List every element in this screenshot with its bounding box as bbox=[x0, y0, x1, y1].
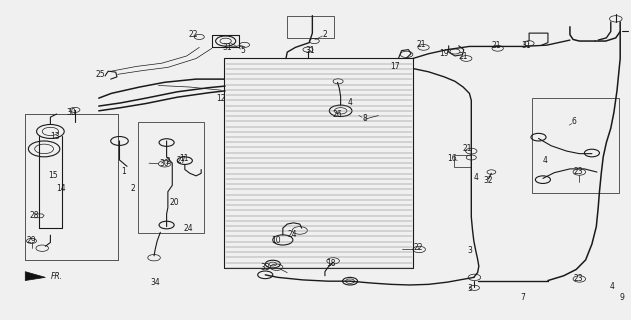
Bar bbox=[532, 98, 619, 193]
Polygon shape bbox=[25, 272, 45, 281]
Text: 2: 2 bbox=[131, 184, 136, 193]
Text: 4: 4 bbox=[543, 156, 547, 164]
Text: 16: 16 bbox=[447, 154, 457, 163]
Text: 23: 23 bbox=[574, 275, 583, 284]
Text: 32: 32 bbox=[483, 176, 493, 185]
Text: 1: 1 bbox=[122, 167, 126, 176]
Text: 24: 24 bbox=[183, 224, 193, 233]
Text: 8: 8 bbox=[362, 114, 367, 123]
Text: 4: 4 bbox=[474, 173, 479, 182]
Text: FR.: FR. bbox=[50, 272, 62, 281]
Text: 23: 23 bbox=[574, 167, 583, 176]
Text: 4: 4 bbox=[348, 99, 353, 108]
Text: 14: 14 bbox=[56, 184, 66, 193]
Text: 31: 31 bbox=[521, 41, 531, 50]
Text: 9: 9 bbox=[620, 293, 625, 302]
Text: 12: 12 bbox=[216, 94, 226, 103]
Bar bbox=[138, 122, 204, 233]
Text: 2: 2 bbox=[165, 157, 170, 166]
Text: 5: 5 bbox=[241, 46, 245, 55]
Text: 30: 30 bbox=[160, 159, 170, 168]
Text: 31: 31 bbox=[305, 46, 316, 55]
Text: 15: 15 bbox=[48, 172, 57, 180]
Text: 10: 10 bbox=[271, 236, 281, 245]
Text: 21: 21 bbox=[463, 144, 472, 153]
Bar bbox=[287, 16, 334, 38]
Text: 4: 4 bbox=[610, 282, 615, 292]
Circle shape bbox=[269, 262, 276, 266]
Text: 13: 13 bbox=[50, 132, 59, 141]
Text: 34: 34 bbox=[150, 278, 160, 287]
Text: 17: 17 bbox=[391, 62, 400, 71]
Text: 31: 31 bbox=[223, 43, 232, 52]
Text: 2: 2 bbox=[322, 30, 327, 39]
Text: 18: 18 bbox=[326, 259, 336, 268]
Bar bbox=[25, 114, 118, 260]
Text: 28: 28 bbox=[29, 211, 38, 220]
Text: 3: 3 bbox=[467, 284, 472, 293]
Text: 21: 21 bbox=[416, 40, 426, 49]
Text: 21: 21 bbox=[492, 41, 501, 50]
Text: 25: 25 bbox=[95, 70, 105, 79]
Text: 30: 30 bbox=[67, 108, 76, 117]
Circle shape bbox=[346, 279, 355, 284]
Text: 22: 22 bbox=[413, 243, 423, 252]
Text: 11: 11 bbox=[179, 154, 188, 163]
Text: 3: 3 bbox=[467, 246, 472, 255]
Text: 26: 26 bbox=[332, 109, 341, 118]
Text: 33: 33 bbox=[261, 263, 270, 272]
Text: 7: 7 bbox=[521, 293, 525, 302]
Text: 22: 22 bbox=[188, 30, 198, 39]
Text: 20: 20 bbox=[169, 198, 179, 207]
Circle shape bbox=[220, 38, 232, 44]
Text: 24: 24 bbox=[288, 230, 297, 239]
Text: 19: 19 bbox=[439, 49, 449, 58]
Bar bbox=[454, 155, 471, 167]
Text: 27: 27 bbox=[177, 156, 187, 164]
Text: 6: 6 bbox=[572, 117, 577, 126]
Bar bbox=[25, 114, 118, 260]
Text: 21: 21 bbox=[458, 52, 468, 61]
Text: 29: 29 bbox=[27, 236, 37, 245]
